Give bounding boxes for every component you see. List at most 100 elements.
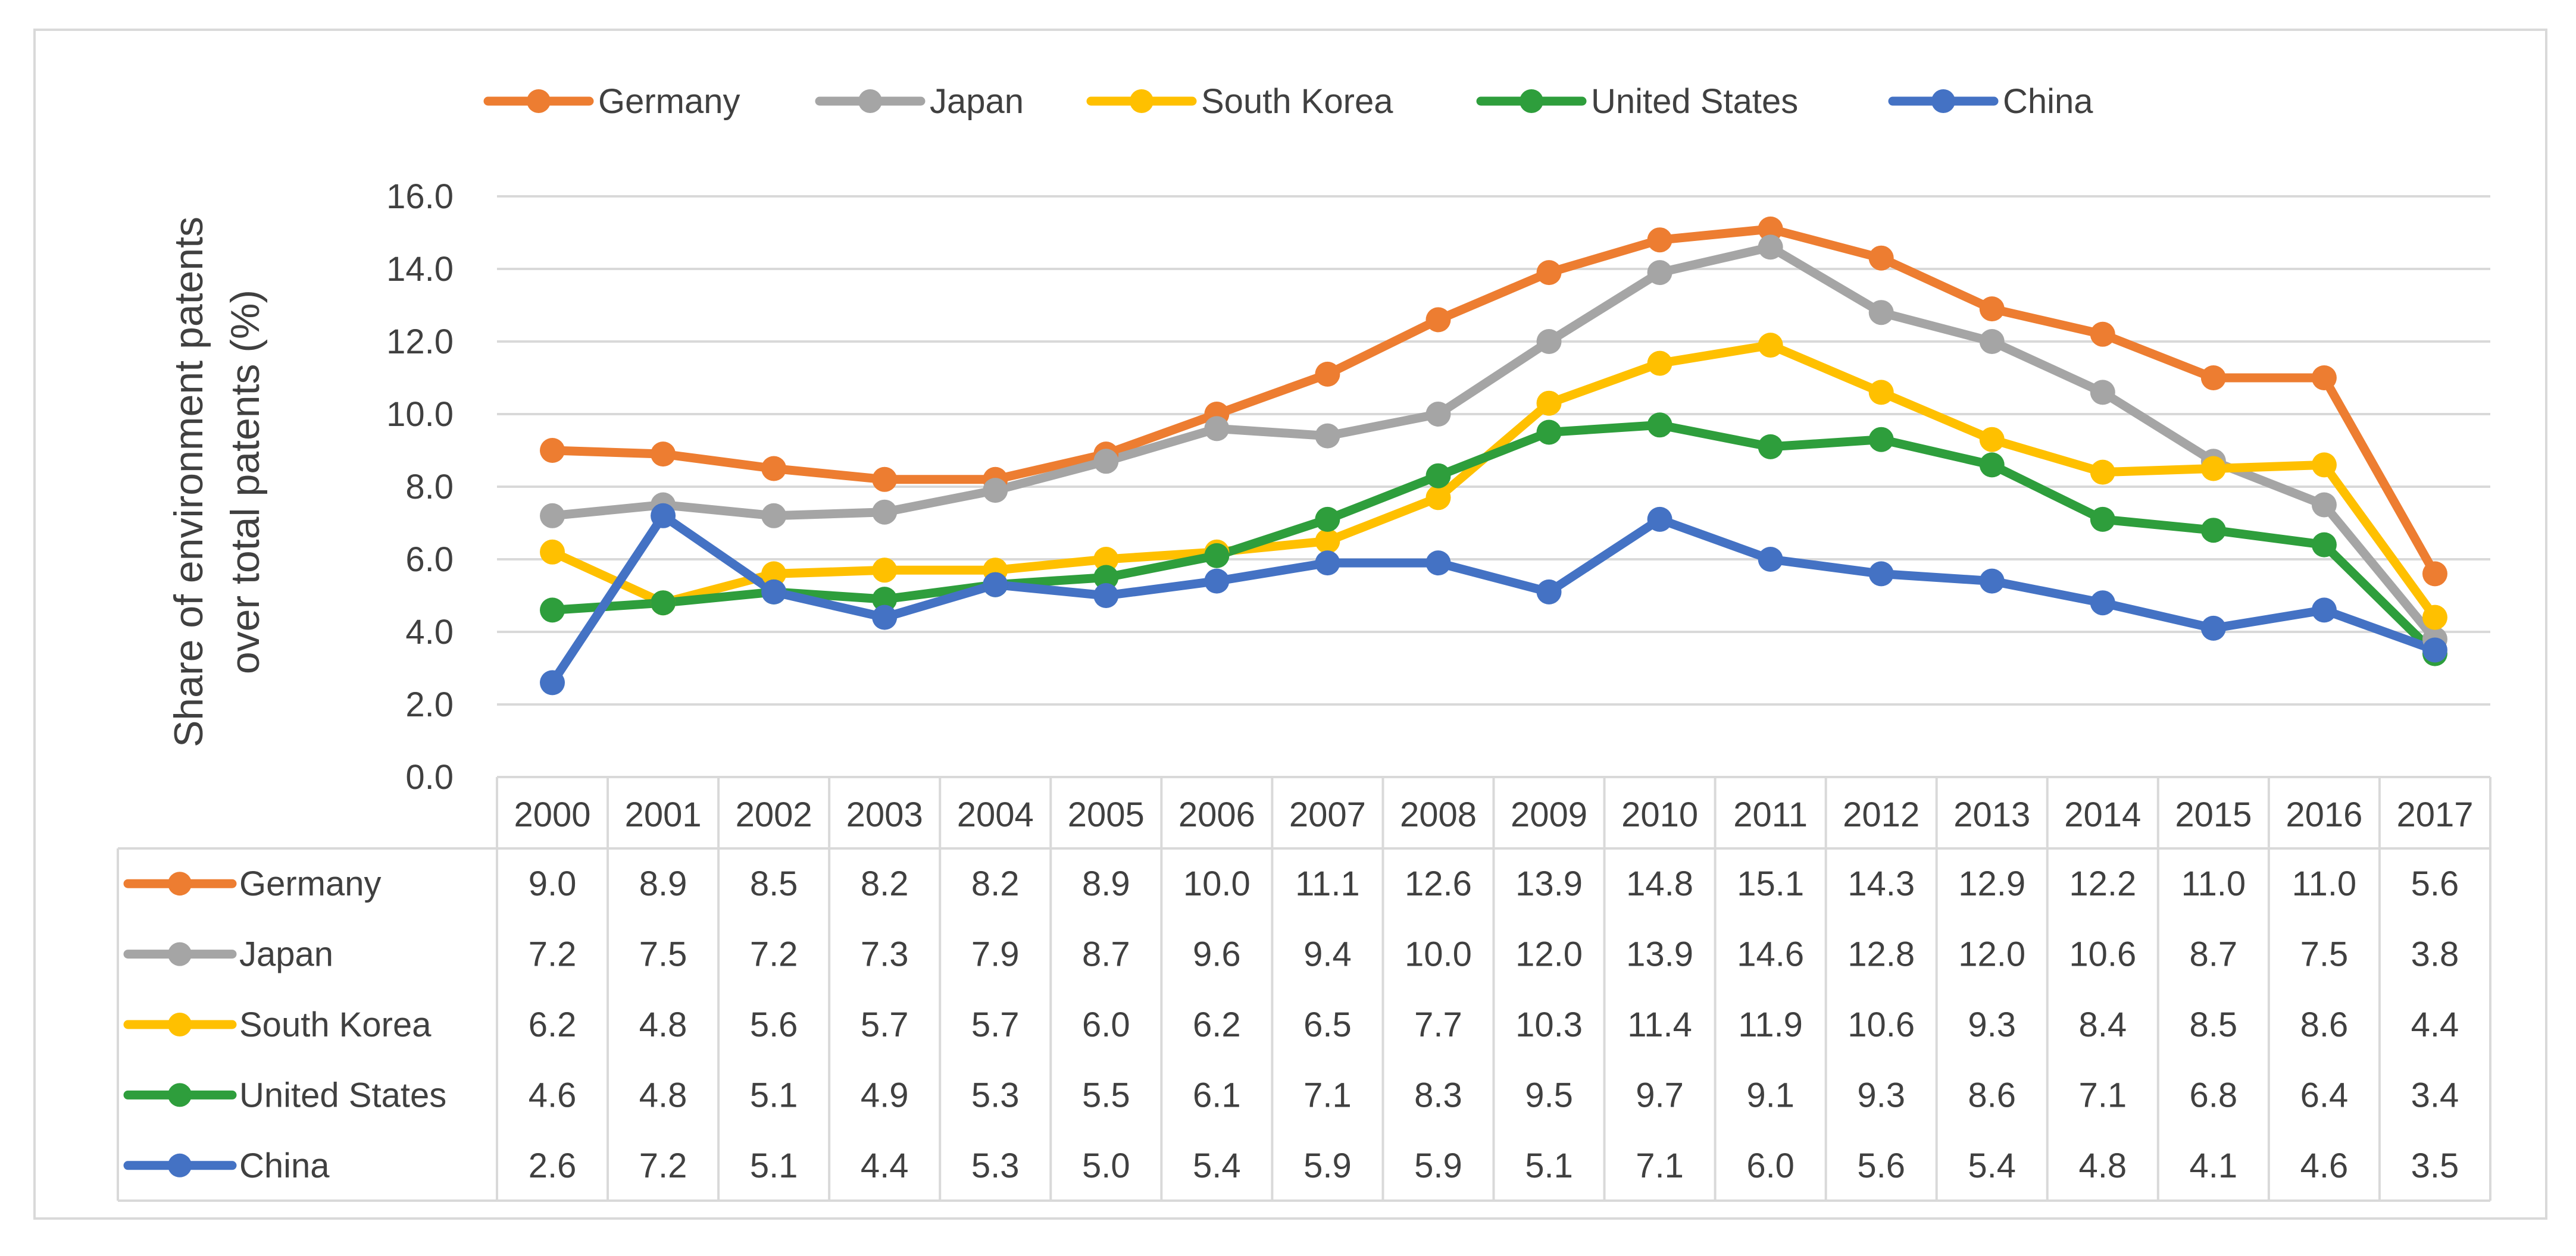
x-tick-label: 2010 [1621,795,1698,834]
table-cell-value: 8.9 [1082,865,1130,903]
table-cell-value: 5.0 [1082,1147,1130,1185]
table-cell-value: 7.1 [1303,1076,1352,1114]
data-point [2422,561,2447,587]
y-axis-title-line: over total patents (%) [223,290,268,674]
table-legend-key-marker [168,872,192,896]
data-point [651,441,676,467]
table-legend-key-marker [168,942,192,966]
data-point [2311,365,2337,390]
legend-label: United States [1591,82,1798,121]
data-point [2090,590,2115,616]
data-point [540,503,565,528]
data-point [761,561,787,587]
table-cell-value: 4.8 [639,1006,687,1044]
data-point [1425,485,1451,510]
data-point [540,670,565,696]
table-cell-value: 6.0 [1082,1006,1130,1044]
chart-border [33,29,2547,1220]
data-point [1979,568,2005,594]
data-point [2200,456,2226,481]
y-tick-label: 0.0 [405,758,454,797]
table-row-label: South Korea [239,1006,432,1044]
data-point [1315,506,1340,532]
y-axis-title: Share of environment patents over total p… [166,217,268,747]
legend-item: China [1888,82,2093,121]
table-cell-value: 5.3 [971,1076,1020,1114]
table-cell-value: 8.2 [861,865,909,903]
data-point [1979,296,2005,322]
legend-label: South Korea [1201,82,1393,121]
x-tick-label: 2008 [1400,795,1477,834]
table-cell-value: 7.5 [2300,935,2349,974]
data-point [761,503,787,528]
table-row-label: China [239,1147,330,1185]
data-point [2422,637,2447,663]
table-cell-value: 4.1 [2190,1147,2238,1185]
x-tick-label: 2016 [2286,795,2362,834]
y-tick-label: 12.0 [386,322,454,361]
x-tick-label: 2009 [1511,795,1587,834]
data-point [1868,561,1894,587]
table-cell-value: 8.6 [1968,1076,2016,1114]
data-point [1536,390,1562,416]
table-cell-value: 5.7 [861,1006,909,1044]
data-point [1425,550,1451,576]
x-tick-label: 2012 [1843,795,1920,834]
table-cell-value: 2.6 [529,1147,577,1185]
table-cell-value: 6.2 [1193,1006,1241,1044]
table-cell-value: 8.7 [1082,935,1130,974]
data-point [1204,416,1230,441]
data-point [1979,329,2005,354]
data-point [872,587,898,612]
data-point [1647,227,1672,253]
table-cell-value: 12.0 [1515,935,1583,974]
table-row-label: Japan [239,935,333,974]
table-cell-value: 6.5 [1303,1006,1352,1044]
table-cell-value: 12.0 [1958,935,2025,974]
table-cell-value: 5.9 [1414,1147,1462,1185]
table-cell-value: 15.1 [1737,865,1804,903]
table-cell-value: 10.6 [1847,1006,1915,1044]
x-tick-label: 2005 [1068,795,1145,834]
y-tick-label: 14.0 [386,250,454,289]
data-point [1425,307,1451,333]
data-point [1315,423,1340,449]
table-cell-value: 5.6 [2411,865,2459,903]
x-tick-label: 2004 [957,795,1034,834]
legend: Germany Japan South Korea United States Chin… [483,82,2093,121]
table-cell-value: 8.3 [1414,1076,1462,1114]
data-point [1315,528,1340,554]
y-tick-label: 10.0 [386,395,454,434]
table-cell-value: 4.4 [2411,1006,2459,1044]
table-cell-value: 7.2 [639,1147,687,1185]
data-point [1647,506,1672,532]
table-cell-value: 8.6 [2300,1006,2349,1044]
table-cell-value: 9.7 [1636,1076,1684,1114]
table-cell-value: 14.6 [1737,935,1804,974]
table-cell-value: 12.6 [1405,865,1472,903]
table-cell-value: 8.5 [750,865,798,903]
table-cell-value: 5.4 [1968,1147,2016,1185]
y-tick-label: 8.0 [405,468,454,506]
table-cell-value: 6.0 [1746,1147,1795,1185]
data-point [2090,506,2115,532]
table-row-label: United States [239,1076,446,1114]
table-cell-value: 6.2 [529,1006,577,1044]
table-cell-value: 14.3 [1847,865,1915,903]
table-cell-value: 9.6 [1193,935,1241,974]
table-cell-value: 12.2 [2069,865,2136,903]
table-cell-value: 4.9 [861,1076,909,1114]
data-point [1093,565,1119,590]
data-point [761,579,787,604]
data-point [540,539,565,565]
table-cell-value: 11.0 [2181,865,2246,903]
data-point [872,466,898,492]
data-point [1758,434,1783,459]
table-cell-value: 7.1 [1636,1147,1684,1185]
data-point [2200,615,2226,641]
table-cell-value: 8.9 [639,865,687,903]
table-cell-value: 7.7 [1414,1006,1462,1044]
table-cell-value: 14.8 [1626,865,1693,903]
table-cell-value: 6.8 [2190,1076,2238,1114]
table-cell-value: 6.1 [1193,1076,1241,1114]
